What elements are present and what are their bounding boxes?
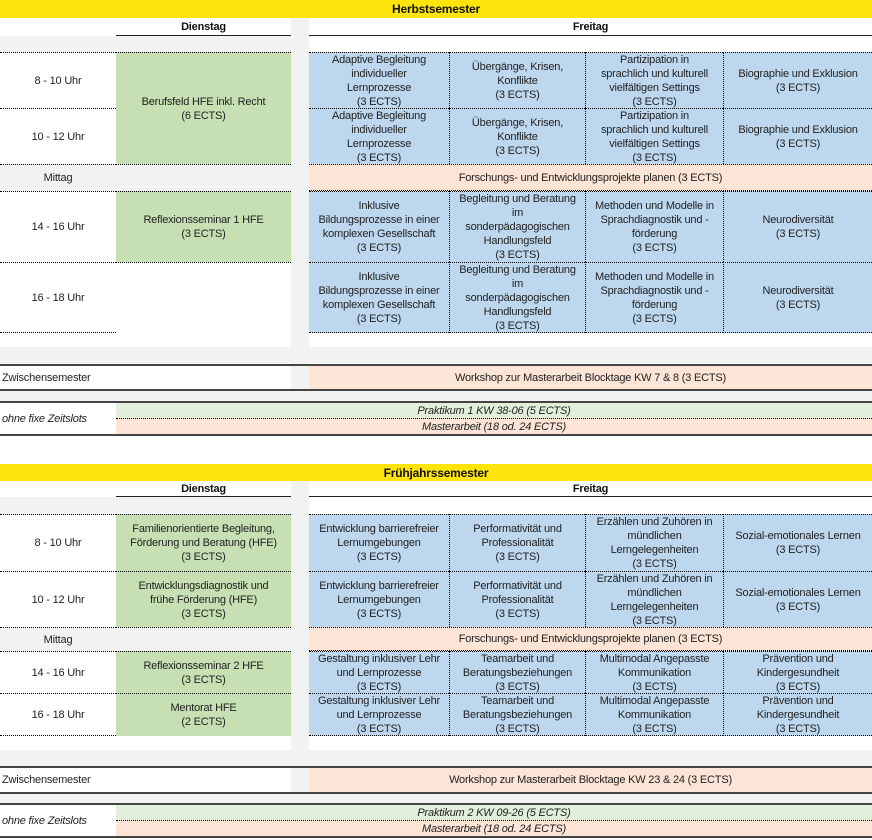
time-slot-label: 8 - 10 Uhr <box>0 52 116 108</box>
filler-row <box>0 750 872 766</box>
friday-course[interactable]: Inklusive Bildungsprozesse in einer komp… <box>309 262 449 333</box>
friday-course[interactable]: Übergänge, Krisen, Konflikte (3 ECTS) <box>449 108 585 164</box>
time-slot-label: 16 - 18 Uhr <box>0 262 116 333</box>
friday-course[interactable]: Biographie und Exklusion (3 ECTS) <box>723 108 872 164</box>
time-slot-label: Mittag <box>0 164 116 191</box>
lunch-friday-course[interactable]: Forschungs- und Entwicklungsprojekte pla… <box>309 627 872 651</box>
friday-course[interactable]: Sozial-emotionales Lernen (3 ECTS) <box>723 571 872 627</box>
friday-course[interactable]: Prävention und Kindergesundheit (3 ECTS) <box>723 693 872 736</box>
friday-course[interactable]: Neurodiversität (3 ECTS) <box>723 262 872 333</box>
divider-line <box>0 364 872 366</box>
tuesday-course[interactable]: Reflexionsseminar 2 HFE (3 ECTS) <box>116 651 291 693</box>
friday-course[interactable]: Methoden und Modelle in Sprachdiagnostik… <box>585 191 723 262</box>
friday-course[interactable]: Partizipation in sprachlich und kulturel… <box>585 52 723 108</box>
friday-course[interactable]: Teamarbeit und Beratungsbeziehungen (3 E… <box>449 693 585 736</box>
lunch-tuesday-empty <box>116 627 291 651</box>
time-slot-label: 8 - 10 Uhr <box>0 514 116 571</box>
friday-course[interactable]: Begleitung und Beratung im sonderpädagog… <box>449 262 585 333</box>
divider-line <box>0 389 872 391</box>
filler-row <box>0 347 872 363</box>
masterarbeit-course[interactable]: Masterarbeit (18 od. 24 ECTS) <box>116 418 872 434</box>
filler-row <box>0 36 291 52</box>
ohne-fixe-zeitslots-label: ohne fixe Zeitslots <box>2 412 87 425</box>
friday-course[interactable]: Performativität und Professionalität (3 … <box>449 514 585 571</box>
divider-line <box>0 401 872 403</box>
friday-course[interactable]: Neurodiversität (3 ECTS) <box>723 191 872 262</box>
zwischensemester-label: Zwischensemester <box>2 371 91 384</box>
friday-course[interactable]: Adaptive Begleitung individueller Lernpr… <box>309 108 449 164</box>
time-slot-label: Mittag <box>0 627 116 651</box>
time-slot-label: 10 - 12 Uhr <box>0 571 116 627</box>
friday-course[interactable]: Partizipation in sprachlich und kulturel… <box>585 108 723 164</box>
time-slot-label: 16 - 18 Uhr <box>0 693 116 736</box>
lunch-friday-course[interactable]: Forschungs- und Entwicklungsprojekte pla… <box>309 164 872 191</box>
day-header-tuesday: Dienstag <box>116 481 291 497</box>
friday-course[interactable]: Performativität und Professionalität (3 … <box>449 571 585 627</box>
time-slot-label: 14 - 16 Uhr <box>0 651 116 693</box>
praktikum-course[interactable]: Praktikum 2 KW 09-26 (5 ECTS) <box>116 805 872 820</box>
tuesday-course[interactable]: Berufsfeld HFE inkl. Recht (6 ECTS) <box>116 52 291 164</box>
friday-course[interactable]: Adaptive Begleitung individueller Lernpr… <box>309 52 449 108</box>
filler-row <box>0 497 291 514</box>
tuesday-course[interactable]: Entwicklungsdiagnostik und frühe Förderu… <box>116 571 291 627</box>
divider-line <box>0 803 872 805</box>
friday-course[interactable]: Übergänge, Krisen, Konflikte (3 ECTS) <box>449 52 585 108</box>
masterarbeit-course[interactable]: Masterarbeit (18 od. 24 ECTS) <box>116 820 872 836</box>
zwischensemester-course[interactable]: Workshop zur Masterarbeit Blocktage KW 2… <box>309 768 872 792</box>
friday-course[interactable]: Multimodal Angepasste Kommunikation (3 E… <box>585 651 723 693</box>
friday-course[interactable]: Multimodal Angepasste Kommunikation (3 E… <box>585 693 723 736</box>
friday-course[interactable]: Erzählen und Zuhören in mündlichen Lerng… <box>585 514 723 571</box>
friday-course[interactable]: Gestaltung inklusiver Lehr und Lernproze… <box>309 693 449 736</box>
column-gap <box>291 481 309 794</box>
divider-line <box>0 836 872 838</box>
tuesday-course[interactable]: Mentorat HFE (2 ECTS) <box>116 693 291 736</box>
zwischensemester-label: Zwischensemester <box>2 774 91 786</box>
friday-course[interactable]: Begleitung und Beratung im sonderpädagog… <box>449 191 585 262</box>
friday-course[interactable]: Biographie und Exklusion (3 ECTS) <box>723 52 872 108</box>
time-slot-label: 10 - 12 Uhr <box>0 108 116 164</box>
friday-course[interactable]: Entwicklung barrierefreier Lernumgebunge… <box>309 571 449 627</box>
friday-course[interactable]: Inklusive Bildungsprozesse in einer komp… <box>309 191 449 262</box>
praktikum-course[interactable]: Praktikum 1 KW 38-06 (5 ECTS) <box>116 403 872 418</box>
divider-line <box>0 766 872 768</box>
friday-course[interactable]: Erzählen und Zuhören in mündlichen Lerng… <box>585 571 723 627</box>
divider-line <box>0 434 872 436</box>
semester-title: Frühjahrssemester <box>0 464 872 481</box>
friday-course[interactable]: Gestaltung inklusiver Lehr und Lernproze… <box>309 651 449 693</box>
tuesday-course[interactable]: Reflexionsseminar 1 HFE (3 ECTS) <box>116 191 291 262</box>
lunch-tuesday-empty <box>116 164 291 191</box>
friday-course[interactable]: Teamarbeit und Beratungsbeziehungen (3 E… <box>449 651 585 693</box>
friday-course[interactable]: Methoden und Modelle in Sprachdiagnostik… <box>585 262 723 333</box>
filler-row <box>0 794 872 803</box>
ohne-fixe-zeitslots-label: ohne fixe Zeitslots <box>2 814 87 827</box>
day-header-friday: Freitag <box>309 481 872 497</box>
tuesday-course[interactable]: Familienorientierte Begleitung, Förderun… <box>116 514 291 571</box>
tuesday-course <box>116 262 291 333</box>
friday-course[interactable]: Sozial-emotionales Lernen (3 ECTS) <box>723 514 872 571</box>
semester-title: Herbstsemester <box>0 0 872 18</box>
divider-line <box>0 792 872 794</box>
zwischensemester-course[interactable]: Workshop zur Masterarbeit Blocktage KW 7… <box>309 366 872 389</box>
day-header-tuesday: Dienstag <box>116 18 291 36</box>
friday-course[interactable]: Entwicklung barrierefreier Lernumgebunge… <box>309 514 449 571</box>
day-header-friday: Freitag <box>309 18 872 36</box>
friday-course[interactable]: Prävention und Kindergesundheit (3 ECTS) <box>723 651 872 693</box>
filler-row <box>0 391 872 401</box>
time-slot-label: 14 - 16 Uhr <box>0 191 116 262</box>
column-gap <box>291 18 309 391</box>
